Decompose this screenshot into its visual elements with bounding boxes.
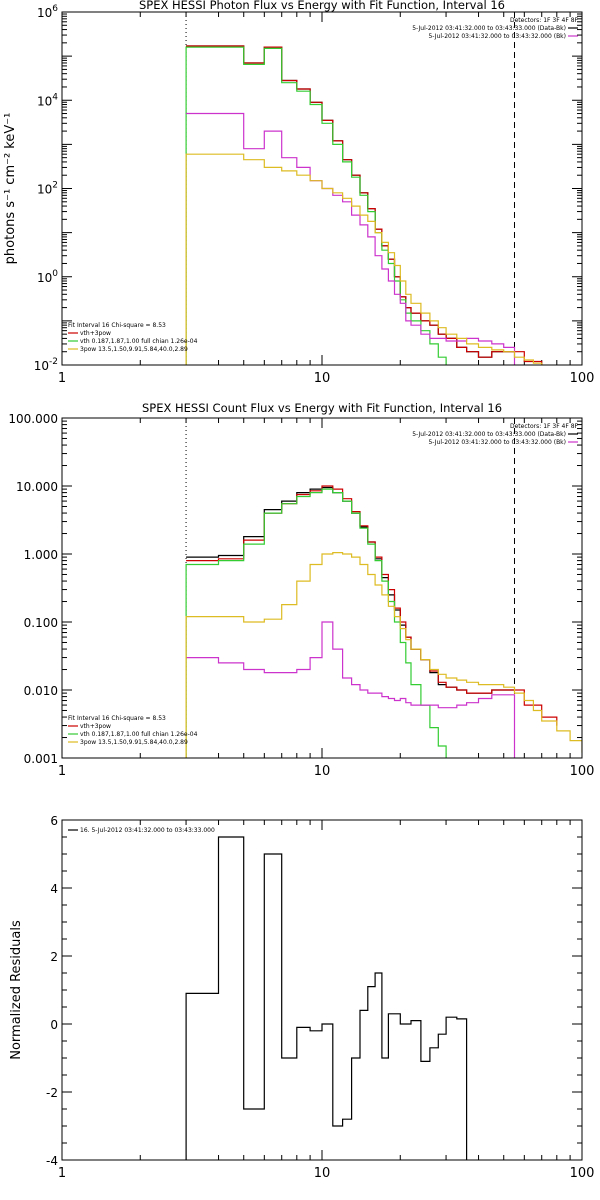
series-line <box>186 45 558 365</box>
chart-title: SPEX HESSI Count Flux vs Energy with Fit… <box>142 401 502 415</box>
legend-header: Fit Interval 16 Chi-square = 8.53 <box>68 715 166 722</box>
panel-1: SPEX HESSI Photon Flux vs Energy with Fi… <box>3 0 594 386</box>
x-tick-label: 100 <box>570 764 595 779</box>
legend-entry: 5-Jul-2012 03:41:32.000 to 03:43:32.000 … <box>428 439 566 446</box>
y-tick-label: 10-2 <box>34 357 58 373</box>
y-tick-label: 100.000 <box>8 412 58 426</box>
y-tick-label: 1.000 <box>24 548 58 562</box>
series-line <box>185 153 543 365</box>
panel-3: 1 10 100 6 4 2 0 -2 -4 Normalized Residuals 16. 5-… <box>9 814 594 1181</box>
chart-title: SPEX HESSI Photon Flux vs Energy with Fi… <box>139 0 505 12</box>
y-axis-label: Normalized Residuals <box>9 920 24 1060</box>
series-line <box>185 836 468 1160</box>
legend-header: Detectors: 1F 3F 4F 8F <box>510 17 579 24</box>
series-line <box>185 46 447 365</box>
y-tick-label: -4 <box>46 1154 58 1168</box>
legend-header: Detectors: 1F 3F 4F 8F <box>510 423 579 430</box>
series-line <box>186 485 558 726</box>
legend-entry: vth 0.187,1.87,1.00 full chian 1.26e-04 <box>80 731 198 738</box>
y-tick-label: 10.000 <box>16 480 58 494</box>
y-tick-label: 6 <box>50 814 58 828</box>
x-tick-label: 1 <box>58 1166 66 1181</box>
series-group <box>185 485 582 758</box>
legend-entry: vth 0.187,1.87,1.00 full chian 1.26e-04 <box>80 338 198 345</box>
y-tick-label: 0 <box>50 1018 58 1032</box>
plot-frame <box>61 819 583 1161</box>
x-tick-label: 100 <box>570 1166 595 1181</box>
panel-2: SPEX HESSI Count Flux vs Energy with Fit… <box>8 401 594 779</box>
series-line <box>186 112 516 365</box>
y-tick-label: 4 <box>50 882 58 896</box>
legend-entry: 5-Jul-2012 03:41:32.000 to 03:43:33.000 … <box>412 25 566 32</box>
legend-entry: 5-Jul-2012 03:41:32.000 to 03:43:32.000 … <box>428 33 566 40</box>
y-tick-label: 100 <box>37 269 58 285</box>
legend-entry: 16. 5-Jul-2012 03:41:32.000 to 03:43:33.… <box>80 827 215 834</box>
y-axis-label: photons s⁻¹ cm⁻² keV⁻¹ <box>3 113 18 265</box>
y-tick-label: 0.100 <box>24 616 58 630</box>
series-group <box>185 836 468 1160</box>
series-line <box>186 486 515 694</box>
legend-entry: 3pow 13.5,1.50,9.91,5.84,40.0,2.89 <box>80 739 188 746</box>
y-tick-label: 106 <box>37 4 58 20</box>
series-group <box>185 45 558 365</box>
plot-frame <box>61 11 583 366</box>
series-line <box>185 552 582 758</box>
y-tick-label: 2 <box>50 950 58 964</box>
legend-entry: 5-Jul-2012 03:41:32.000 to 03:43:33.000 … <box>412 431 566 438</box>
x-tick-label: 100 <box>570 371 595 386</box>
legend-header: Fit Interval 16 Chi-square = 8.53 <box>68 322 166 329</box>
x-tick-label: 10 <box>314 371 331 386</box>
x-tick-label: 1 <box>58 764 66 779</box>
series-line <box>185 488 447 758</box>
y-tick-label: 104 <box>37 92 58 108</box>
x-tick-label: 1 <box>58 371 66 386</box>
series-line <box>186 621 516 758</box>
y-tick-label: 0.001 <box>24 752 58 766</box>
y-tick-label: 102 <box>37 181 58 197</box>
legend-entry: vth+3pow <box>80 723 111 730</box>
x-tick-label: 10 <box>314 764 331 779</box>
y-tick-label: -2 <box>46 1086 58 1100</box>
y-tick-label: 0.010 <box>24 684 58 698</box>
x-tick-label: 10 <box>314 1166 331 1181</box>
plot-frame <box>61 417 583 759</box>
legend-entry: vth+3pow <box>80 330 111 337</box>
legend-entry: 3pow 13.5,1.50,9.91,5.84,40.0,2.89 <box>80 346 188 353</box>
